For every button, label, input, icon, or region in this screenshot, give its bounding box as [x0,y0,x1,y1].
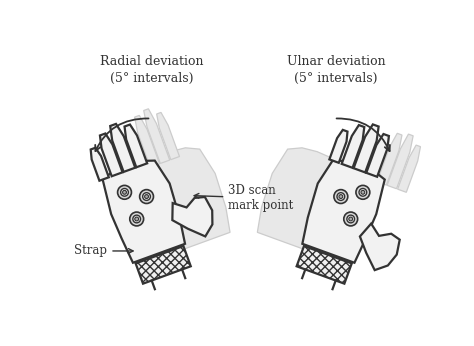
Polygon shape [367,137,389,181]
Circle shape [339,195,343,199]
Polygon shape [128,126,149,171]
Circle shape [361,190,365,194]
Circle shape [344,212,358,226]
Text: Ulnar deviation
(5° intervals): Ulnar deviation (5° intervals) [287,55,385,85]
Polygon shape [302,161,385,263]
Circle shape [337,193,345,200]
Polygon shape [91,148,109,181]
Polygon shape [354,125,379,172]
Polygon shape [144,109,170,163]
Circle shape [140,190,154,203]
Circle shape [118,185,131,199]
Polygon shape [257,148,351,255]
Polygon shape [377,133,402,185]
Circle shape [123,190,127,194]
Circle shape [334,190,348,203]
Polygon shape [137,148,230,255]
Polygon shape [398,145,420,192]
Circle shape [135,217,138,221]
Polygon shape [100,134,123,176]
Polygon shape [360,224,400,270]
Text: Strap: Strap [74,245,133,257]
Circle shape [133,215,140,223]
Text: Radial deviation
(5° intervals): Radial deviation (5° intervals) [100,55,203,85]
Circle shape [145,195,148,199]
Circle shape [356,185,370,199]
Circle shape [143,193,150,200]
Polygon shape [136,246,191,284]
Polygon shape [110,124,135,172]
Text: 3D scan
mark point: 3D scan mark point [194,184,293,212]
Polygon shape [173,197,212,236]
Polygon shape [387,134,413,189]
Circle shape [347,215,355,223]
Polygon shape [342,125,365,168]
Circle shape [359,189,367,196]
Polygon shape [125,125,147,167]
Polygon shape [103,161,185,263]
Polygon shape [135,115,160,167]
Polygon shape [297,246,352,284]
Circle shape [349,217,353,221]
Polygon shape [366,134,389,177]
Polygon shape [156,112,180,160]
Circle shape [130,212,144,226]
Polygon shape [329,130,347,163]
Circle shape [121,189,128,196]
